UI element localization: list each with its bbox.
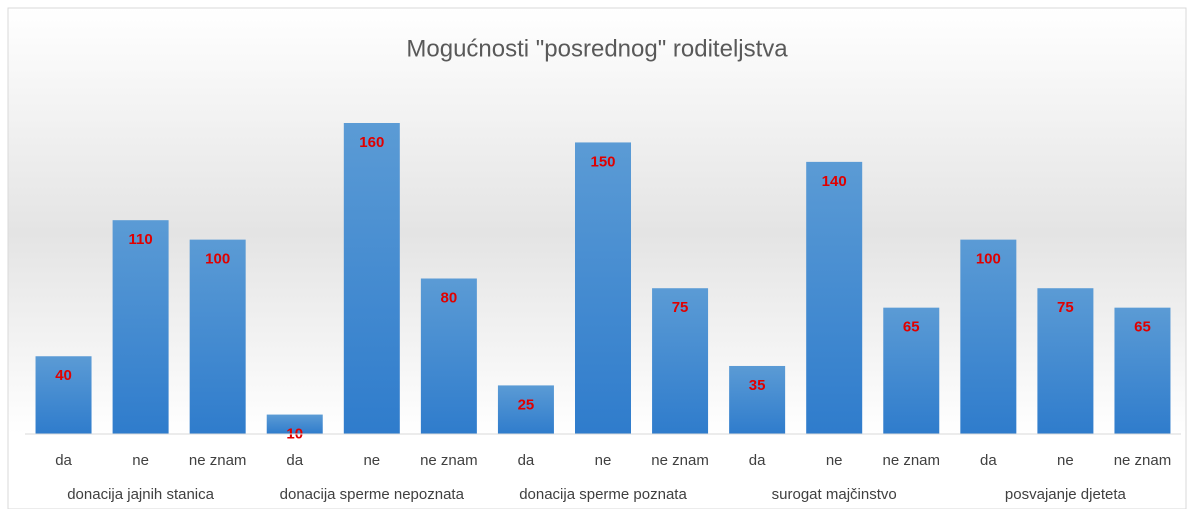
data-label: 110 xyxy=(128,231,152,248)
bar xyxy=(189,239,246,434)
data-label: 150 xyxy=(590,153,615,170)
group-label: donacija jajnih stanica xyxy=(67,486,214,503)
bar xyxy=(960,239,1017,434)
bar xyxy=(266,414,323,434)
x-tick-label: ne znam xyxy=(651,452,709,469)
data-label: 100 xyxy=(976,251,1001,268)
bar xyxy=(420,278,477,434)
data-label: 35 xyxy=(749,377,766,394)
group-label: surogat majčinstvo xyxy=(772,486,897,503)
group-label: posvajanje djeteta xyxy=(1005,486,1127,503)
data-label: 65 xyxy=(1134,319,1151,336)
x-tick-label: da xyxy=(286,452,303,469)
x-tick-label: ne xyxy=(363,452,380,469)
x-tick-label: ne xyxy=(826,452,843,469)
x-tick-label: ne znam xyxy=(1114,452,1172,469)
x-tick-label: ne xyxy=(132,452,149,469)
bar xyxy=(497,385,554,434)
bar xyxy=(1037,288,1094,434)
group-label: donacija sperme poznata xyxy=(519,486,687,503)
bar xyxy=(806,161,863,434)
bar xyxy=(112,220,169,434)
x-tick-label: ne znam xyxy=(882,452,940,469)
x-tick-label: ne znam xyxy=(189,452,247,469)
data-label: 100 xyxy=(205,251,230,268)
data-label: 65 xyxy=(903,319,920,336)
data-label: 75 xyxy=(672,299,689,316)
group-label: donacija sperme nepoznata xyxy=(280,486,465,503)
x-tick-label: da xyxy=(518,452,535,469)
data-label: 25 xyxy=(518,396,535,413)
chart-title: Mogućnosti "posrednog" roditeljstva xyxy=(406,35,788,62)
bar xyxy=(1114,307,1171,434)
x-tick-label: da xyxy=(749,452,766,469)
data-label: 80 xyxy=(441,289,458,306)
bar xyxy=(575,142,631,434)
data-label: 140 xyxy=(822,173,847,190)
bar xyxy=(343,123,400,434)
bar xyxy=(883,307,940,434)
data-label: 75 xyxy=(1057,299,1074,316)
x-tick-label: ne xyxy=(1057,452,1074,469)
data-label: 160 xyxy=(359,134,384,151)
x-tick-label: da xyxy=(55,452,72,469)
data-label: 40 xyxy=(55,367,72,384)
bar xyxy=(35,356,92,434)
x-tick-label: ne xyxy=(595,452,612,469)
x-tick-label: da xyxy=(980,452,997,469)
bar xyxy=(652,288,709,434)
x-tick-label: ne znam xyxy=(420,452,478,469)
bar xyxy=(729,365,786,434)
